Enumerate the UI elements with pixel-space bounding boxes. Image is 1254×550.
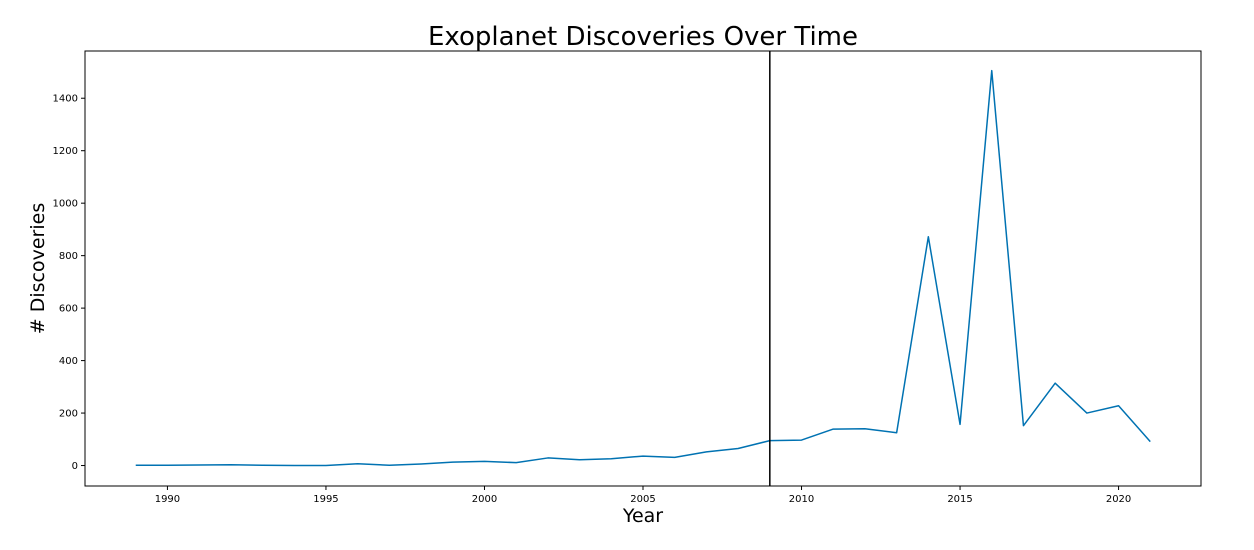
data-point-2004 (610, 457, 613, 460)
data-point-2007 (705, 450, 708, 453)
data-point-2005 (642, 455, 645, 458)
series-line (135, 69, 1151, 467)
data-point-2001 (515, 461, 518, 464)
data-point-1999 (451, 461, 454, 464)
y-tick-label: 400 (59, 356, 78, 367)
y-tick-label: 0 (72, 461, 78, 472)
y-tick-label: 1000 (53, 199, 78, 210)
x-tick-label: 2000 (472, 494, 497, 505)
data-point-2020 (1117, 404, 1120, 407)
data-point-2019 (1085, 412, 1088, 415)
data-point-1991 (198, 464, 201, 467)
y-axis-label: # Discoveries (27, 203, 49, 334)
chart-title: Exoplanet Discoveries Over Time (428, 22, 858, 52)
data-point-1995 (324, 464, 327, 467)
x-tick-label: 1995 (313, 494, 338, 505)
plot-area (134, 51, 1152, 486)
x-axis: 1990 1995 2000 2005 2010 2015 2020 (155, 486, 1131, 505)
data-point-2017 (1022, 424, 1025, 427)
data-point-1997 (388, 464, 391, 467)
x-tick-label: 2020 (1106, 494, 1131, 505)
data-point-2012 (863, 427, 866, 430)
y-axis: 0 200 400 600 800 1000 1200 1400 (53, 94, 85, 472)
data-point-2016 (990, 69, 993, 72)
x-tick-label: 1990 (155, 494, 180, 505)
x-tick-label: 2010 (789, 494, 814, 505)
data-point-2014 (927, 235, 930, 238)
y-tick-label: 600 (59, 304, 78, 315)
y-tick-label: 800 (59, 251, 78, 262)
data-point-1998 (420, 462, 423, 465)
data-point-2015 (959, 423, 962, 426)
x-tick-label: 2005 (630, 494, 655, 505)
data-point-2008 (737, 447, 740, 450)
data-point-2011 (832, 428, 835, 431)
data-point-2000 (483, 460, 486, 463)
x-tick-label: 2015 (947, 494, 972, 505)
data-point-2002 (546, 456, 549, 459)
x-axis-label: Year (622, 505, 663, 527)
data-point-1993 (261, 464, 264, 467)
data-point-2013 (895, 431, 898, 434)
data-point-2003 (578, 458, 581, 461)
data-point-2021 (1149, 440, 1152, 443)
data-point-2018 (1054, 382, 1057, 385)
data-point-1989 (134, 464, 137, 467)
y-tick-label: 1200 (53, 146, 78, 157)
data-point-1992 (229, 463, 232, 466)
plot-frame (84, 50, 1202, 487)
data-point-1996 (356, 462, 359, 465)
data-point-2010 (800, 439, 803, 442)
y-tick-label: 200 (59, 409, 78, 420)
data-point-1994 (293, 464, 296, 467)
y-tick-label: 1400 (53, 94, 78, 105)
data-point-1990 (166, 464, 169, 467)
data-point-2006 (673, 456, 676, 459)
